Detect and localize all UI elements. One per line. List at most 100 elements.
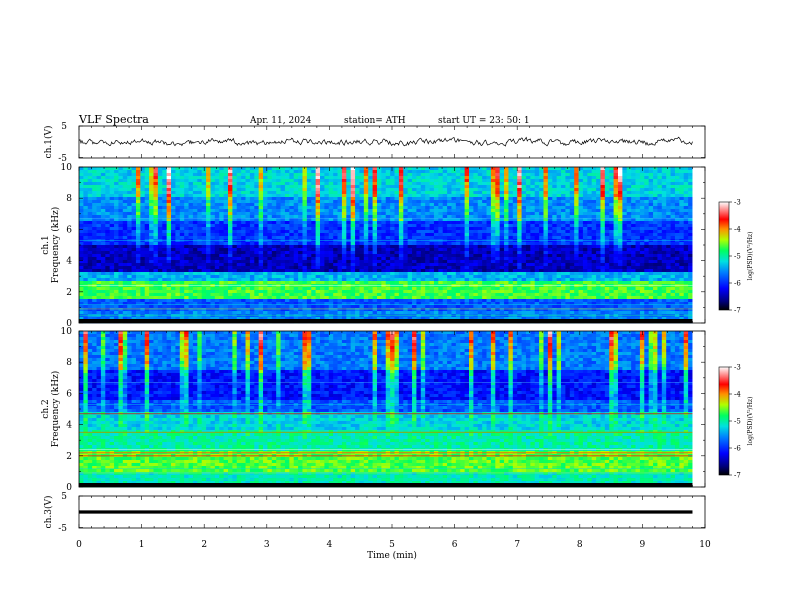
spectrogram-cell [188, 170, 194, 174]
spectrogram-cell [100, 215, 106, 219]
spectrogram-cell [604, 221, 610, 225]
spectrogram-cell [398, 212, 404, 216]
spectrogram-cell [547, 230, 553, 234]
spectrogram-cell [311, 179, 317, 183]
spectrogram-cell [512, 212, 518, 216]
spectrogram-cell [674, 221, 680, 225]
spectrogram-cell [617, 263, 623, 267]
spectrogram-cell [447, 227, 452, 231]
spectrogram-cell [508, 197, 514, 201]
spectrogram-cell [455, 218, 461, 222]
spectrogram-cell [223, 263, 229, 267]
spectrogram-cell [149, 176, 154, 180]
spectrogram-cell [688, 179, 693, 183]
spectrogram-cell [241, 248, 246, 252]
spectrogram-cell [79, 242, 84, 246]
spectrogram-cell [591, 221, 597, 225]
spectrogram-cell [109, 212, 115, 216]
spectrogram-cell [438, 233, 444, 237]
spectrogram-cell [504, 212, 509, 216]
spectrogram-cell [670, 200, 676, 204]
spectrogram-cell [464, 176, 470, 180]
spectrogram-cell [469, 218, 474, 222]
spectrogram-cell [83, 257, 89, 261]
spectrogram-cell [118, 260, 124, 264]
spectrogram-cell [438, 215, 444, 219]
spectrogram-cell [337, 191, 343, 195]
spectrogram-cell [149, 173, 154, 177]
spectrogram-cell [609, 188, 614, 192]
spectrogram-cell [574, 248, 579, 252]
spectrogram-cell [184, 185, 189, 189]
spectrogram-cell [258, 182, 264, 186]
spectrogram-cell [433, 203, 439, 207]
spectrogram-cell [416, 191, 422, 195]
spectrogram-cell [587, 176, 593, 180]
spectrogram-cell [83, 266, 89, 270]
spectrogram-cell [127, 170, 132, 174]
spectrogram-cell [315, 188, 321, 192]
spectrogram-cell [328, 257, 334, 261]
spectrogram-cell [214, 206, 220, 210]
spectrogram-cell [249, 188, 255, 192]
spectrogram-cell [447, 251, 452, 255]
spectrogram-cell [670, 179, 676, 183]
spectrogram-cell [114, 233, 119, 237]
spectrogram-cell [166, 200, 172, 204]
spectrogram-cell [368, 221, 373, 225]
spectrogram-cell [683, 260, 689, 264]
spectrogram-cell [324, 194, 330, 198]
spectrogram-cell [162, 200, 168, 204]
spectrogram-cell [390, 200, 395, 204]
spectrogram-cell [569, 254, 575, 258]
spectrogram-cell [355, 194, 360, 198]
spectrogram-cell [149, 269, 154, 273]
spectrogram-cell [236, 242, 242, 246]
spectrogram-cell [162, 215, 168, 219]
spectrogram-cell [79, 182, 84, 186]
spectrogram-cell [473, 173, 479, 177]
spectrogram-cell [525, 230, 531, 234]
spectrogram-cell [280, 239, 286, 243]
spectrogram-cell [236, 260, 242, 264]
spectrogram-cell [197, 266, 203, 270]
spectrogram-cell [179, 206, 185, 210]
spectrogram-cell [653, 224, 658, 228]
spectrogram-cell [315, 173, 321, 177]
spectrogram-cell [561, 206, 566, 210]
spectrogram-cell [372, 221, 378, 225]
spectrogram-cell [679, 248, 685, 252]
spectrogram-cell [127, 236, 132, 240]
spectrogram-cell [140, 239, 146, 243]
spectrogram-cell [495, 263, 501, 267]
spectrogram-cell [385, 185, 391, 189]
spectrogram-cell [92, 269, 97, 273]
spectrogram-cell [565, 209, 571, 213]
spectrogram-cell [311, 212, 317, 216]
spectrogram-cell [171, 167, 176, 171]
spectrogram-cell [578, 185, 584, 189]
spectrogram-cell [83, 215, 89, 219]
spectrogram-cell [315, 242, 321, 246]
spectrogram-cell [657, 191, 663, 195]
spectrogram-cell [429, 209, 435, 213]
spectrogram-cell [604, 251, 610, 255]
spectrogram-cell [574, 188, 579, 192]
spectrogram-cell [276, 203, 281, 207]
spectrogram-cell [355, 206, 360, 210]
spectrogram-cell [600, 236, 606, 240]
spectrogram-cell [517, 200, 522, 204]
spectrogram-cell [604, 167, 610, 171]
spectrogram-cell [390, 182, 395, 186]
spectrogram-cell [206, 221, 211, 225]
spectrogram-cell [184, 176, 189, 180]
spectrogram-cell [609, 182, 614, 186]
spectrogram-cell [350, 224, 356, 228]
spectrogram-cell [140, 263, 146, 267]
spectrogram-cell [582, 188, 588, 192]
spectrogram-cell [495, 266, 501, 270]
spectrogram-cell [569, 209, 575, 213]
spectrogram-cell [657, 233, 663, 237]
spectrogram-cell [166, 266, 172, 270]
spectrogram-cell [210, 209, 216, 213]
